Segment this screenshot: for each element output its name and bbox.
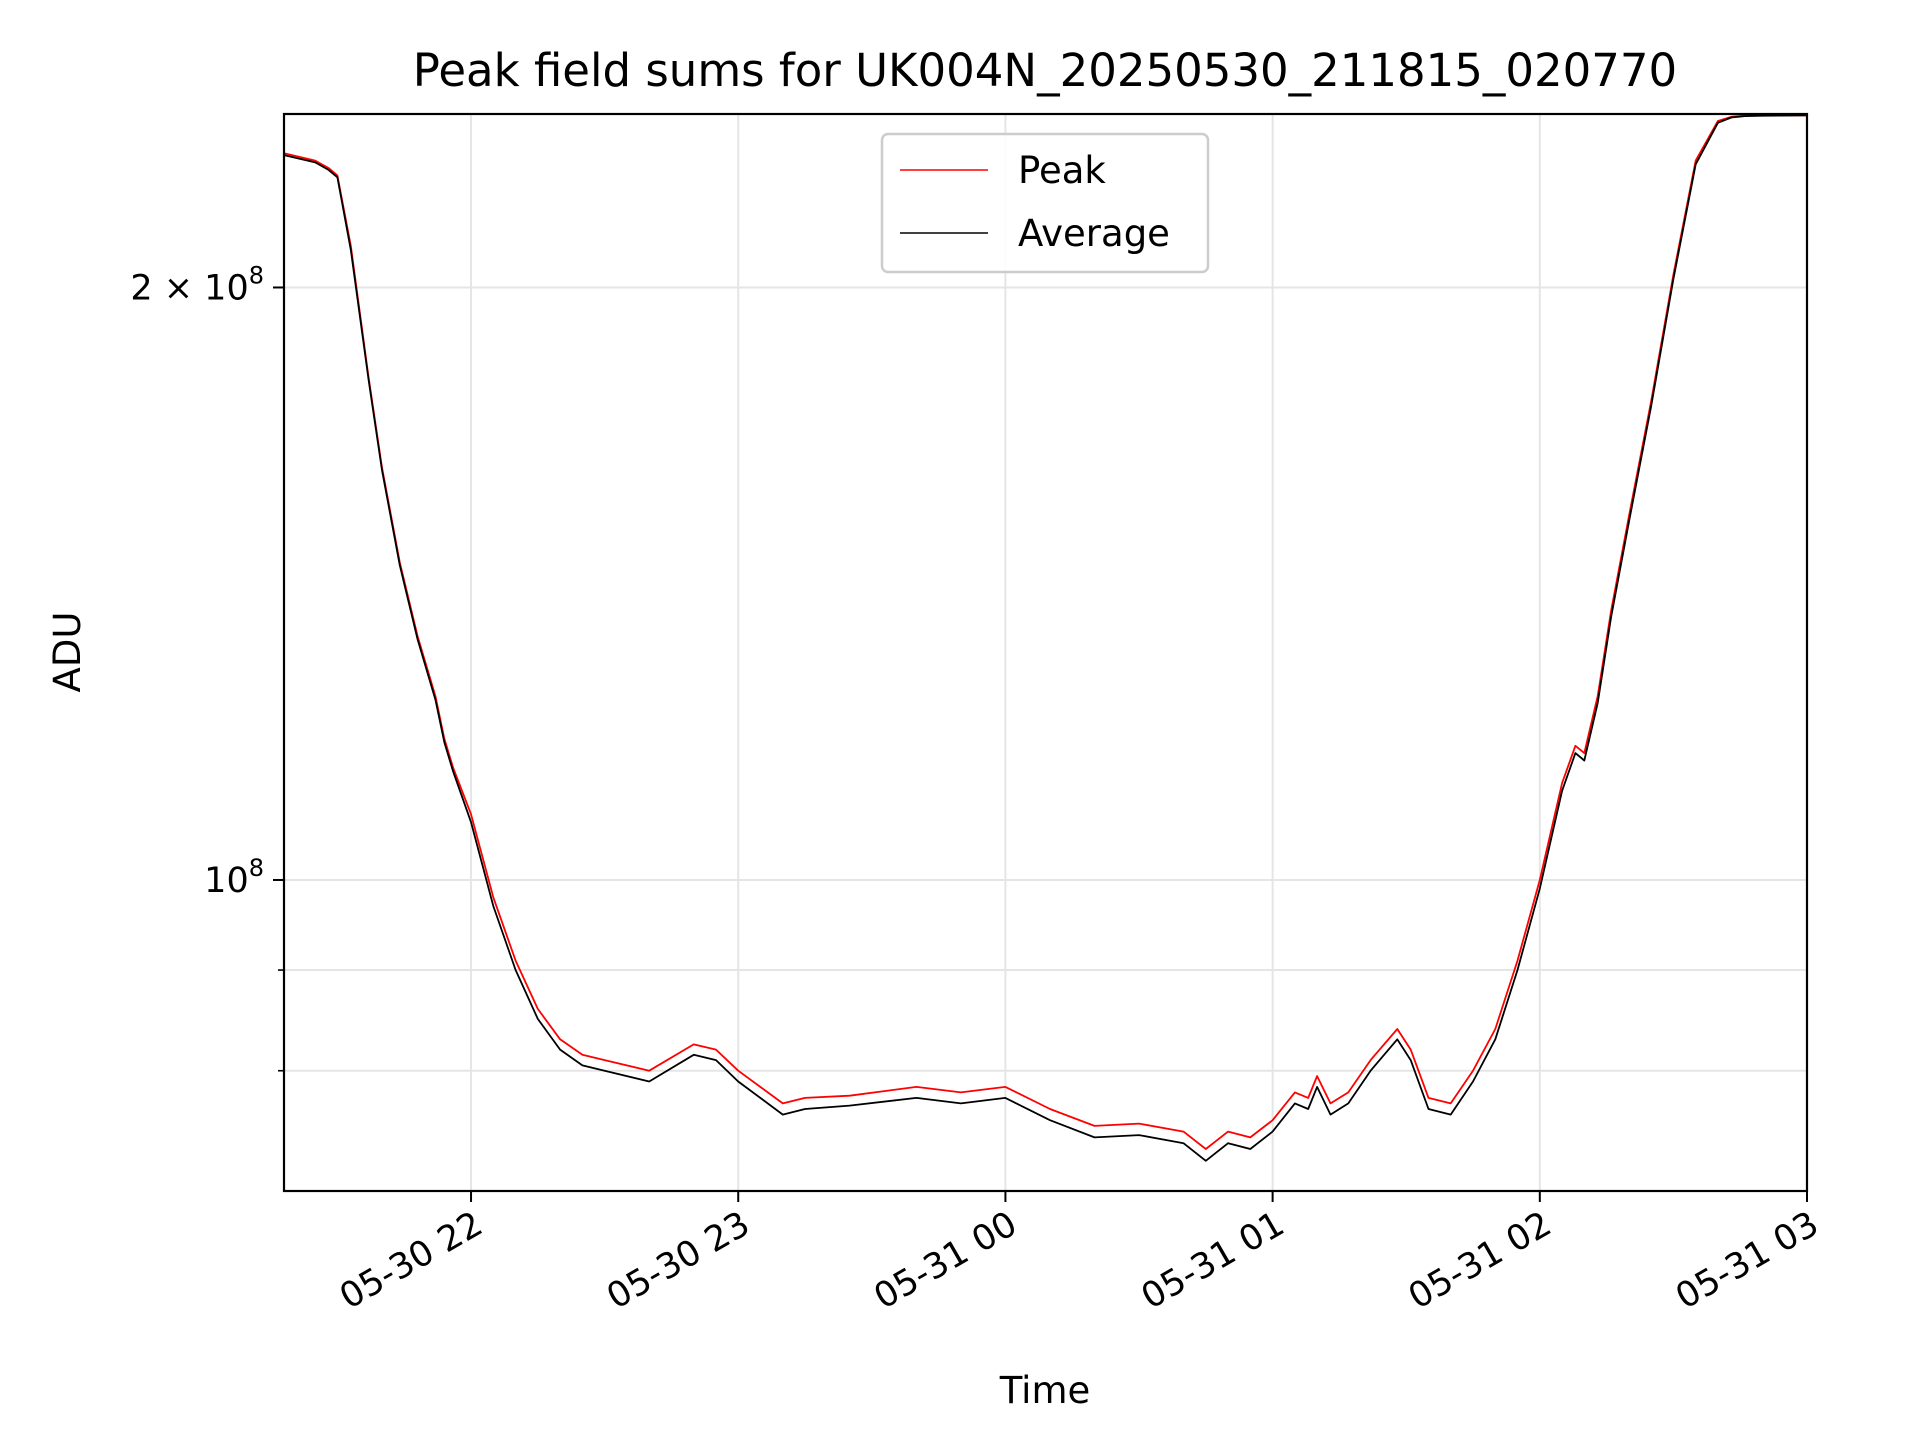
legend-box [880, 132, 1210, 274]
series-line-average [283, 114, 1808, 1162]
legend-peak-label: Peak [1018, 149, 1106, 192]
legend-average-label: Average [1018, 212, 1170, 255]
series-layer [283, 114, 1808, 1162]
x-axis-label: Time [999, 1369, 1091, 1412]
chart-title: Peak field sums for UK004N_20250530_2118… [413, 44, 1677, 97]
y-tick-label: 108 [204, 854, 264, 901]
plot-frame [282, 112, 1809, 1193]
y-tick-label: 2 × 108 [130, 261, 264, 308]
y-axis-label: ADU [46, 612, 89, 693]
y-axis: 108 2 × 108 [130, 261, 284, 1072]
series-line-peak [283, 114, 1807, 1150]
legend: Peak Average [880, 132, 1210, 274]
